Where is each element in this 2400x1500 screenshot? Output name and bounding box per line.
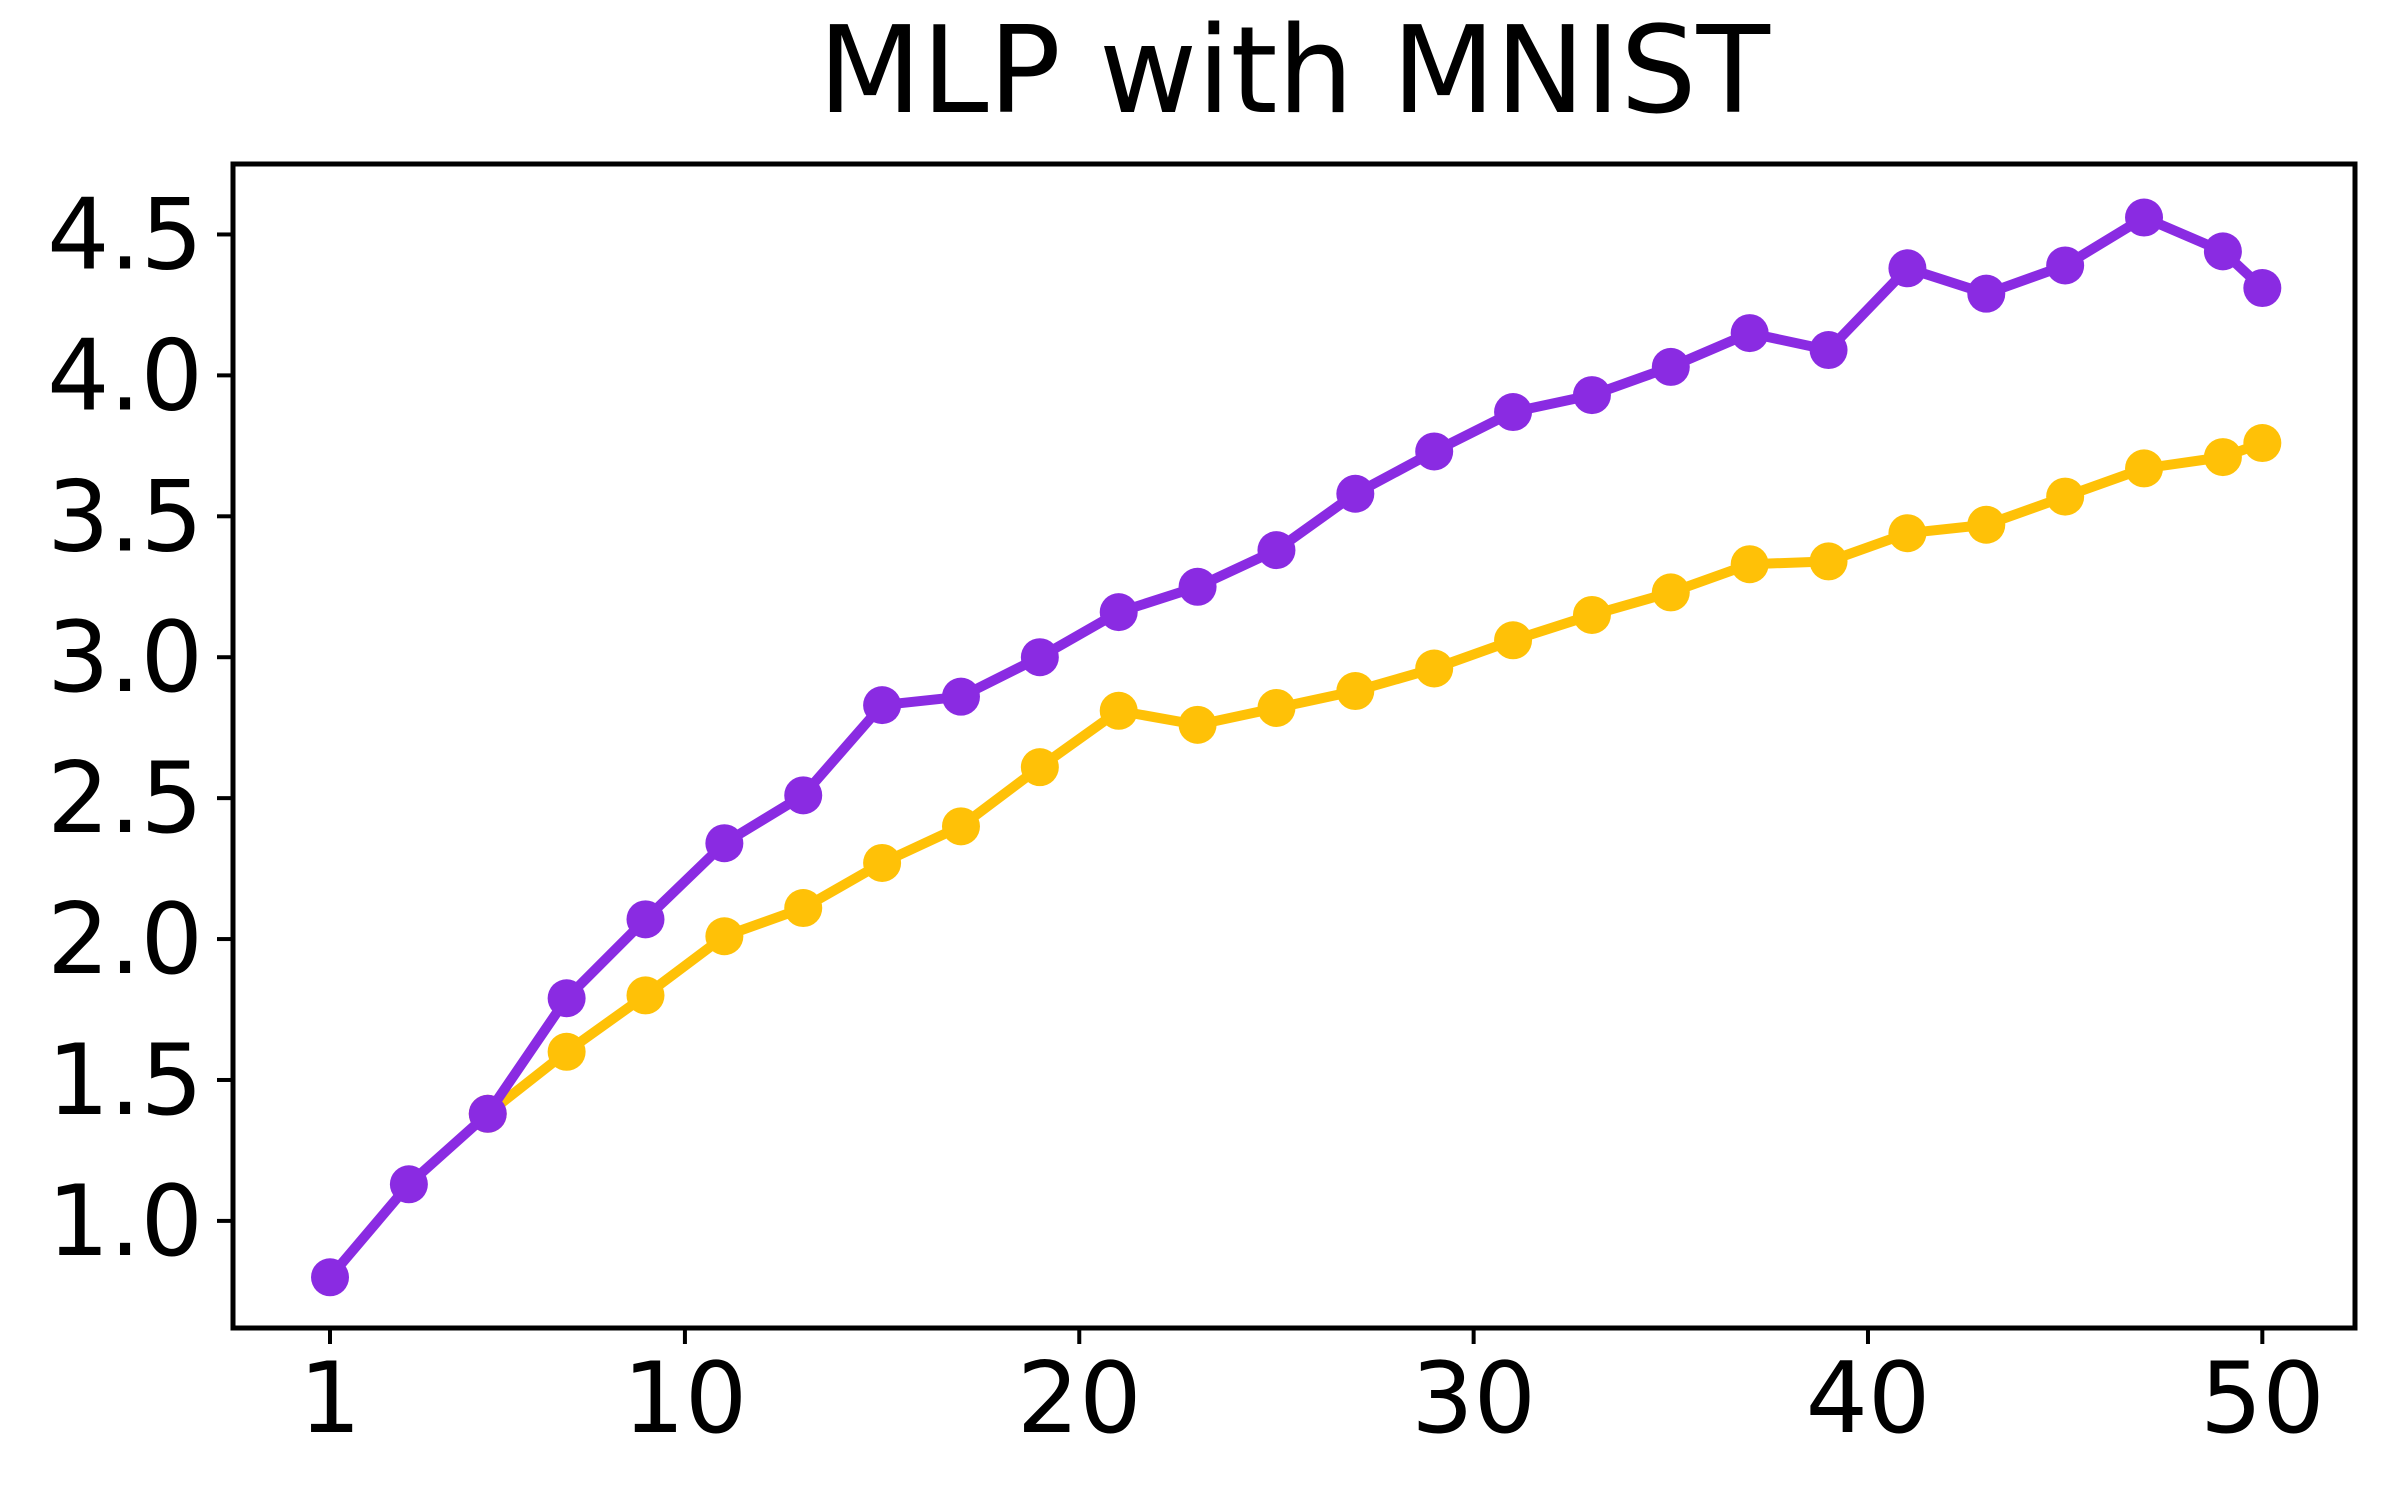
purple-series-marker [311,1258,350,1297]
x-tick-label: 50 [2200,1342,2325,1456]
gold-series-marker [1809,542,1848,581]
y-tick-label: 2.5 [47,742,203,856]
purple-series-marker [2243,269,2282,308]
purple-series-marker [468,1094,507,1133]
y-tick-label: 4.0 [47,319,203,433]
x-tick-label: 20 [1017,1342,1142,1456]
y-tick-label: 1.5 [47,1024,203,1138]
purple-series-marker [705,824,744,863]
purple-series-marker [1099,593,1138,632]
gold-series-marker [2046,477,2085,516]
gold-series-marker [1572,595,1611,634]
gold-series-marker [1336,672,1375,711]
gold-series-marker [1651,573,1690,612]
purple-series-marker [1020,638,1059,677]
gold-series-marker [705,917,744,956]
purple-series-marker [1809,331,1848,370]
gold-series-marker [2243,424,2282,463]
gold-series-marker [1257,688,1296,727]
x-tick-label: 30 [1411,1342,1536,1456]
purple-series-marker [863,686,902,725]
purple-series-marker [1415,432,1454,471]
gold-series-marker [2203,438,2242,477]
gold-series-marker [1020,748,1059,787]
axes-layer: 1 10 20 30 40 50 1.0 1.5 2.0 2.5 3.0 3.5 4.0 4.5 [47,178,2325,1456]
gold-series-marker [547,1032,586,1071]
purple-series-marker [1888,249,1927,288]
y-tick-label: 4.5 [47,178,203,292]
x-tick-label: 10 [623,1342,748,1456]
series-layer [311,198,2282,1297]
purple-series-marker [1651,347,1690,386]
gold-series-marker [1099,691,1138,730]
purple-series-marker [1572,376,1611,415]
chart-title: MLP with MNIST [818,2,1770,141]
gold-series-marker [1494,621,1533,660]
y-tick-label: 1.0 [47,1165,203,1279]
gold-series-marker [863,843,902,882]
x-tick-label: 1 [299,1342,361,1456]
purple-series-marker [389,1165,428,1204]
purple-series-marker [1336,474,1375,513]
y-tick-label: 3.0 [47,601,203,715]
plot-frame-layer [230,161,2358,1331]
purple-series-marker [941,677,980,716]
gold-series-marker [1967,505,2006,544]
plot-frame [230,161,2358,1331]
gold-series-marker [1730,545,1769,584]
purple-series-marker [2125,198,2164,237]
purple-series-marker [1494,393,1533,432]
purple-series-marker [2203,232,2242,271]
gold-series-line [482,438,2268,1119]
purple-series-marker [1730,314,1769,353]
gold-series-marker [626,976,665,1015]
purple-series-marker [2046,246,2085,285]
purple-series-marker [547,979,586,1018]
gold-series-marker [784,889,823,928]
purple-series-marker [626,900,665,939]
gold-series-marker [1888,514,1927,553]
gold-series-marker [1415,649,1454,688]
purple-series-marker [1178,567,1217,606]
gold-series-marker [2125,449,2164,488]
purple-series-marker [1967,274,2006,313]
purple-series-line [325,212,2268,1283]
y-tick-label: 3.5 [47,460,203,574]
x-tick-label: 40 [1806,1342,1931,1456]
gold-series-marker [1178,705,1217,744]
purple-series-marker [784,776,823,815]
y-tick-label: 2.0 [47,883,203,997]
purple-series-marker [1257,531,1296,570]
gold-series-marker [941,807,980,846]
